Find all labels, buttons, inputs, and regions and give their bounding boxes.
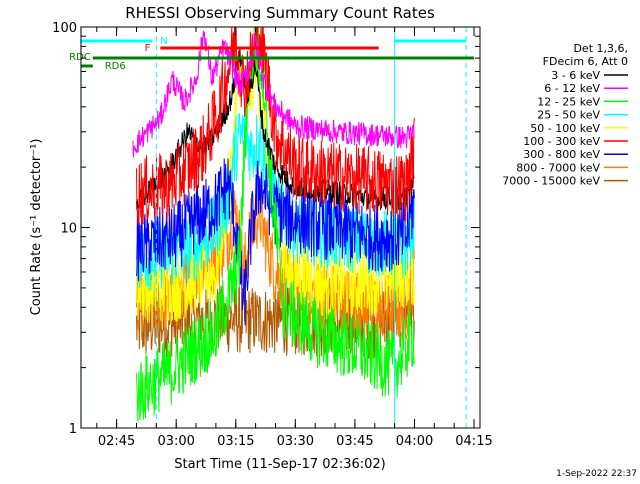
flag-label-rdc: RDC (69, 52, 91, 63)
chart-title: RHESSI Observing Summary Count Rates (125, 4, 435, 22)
x-tick-label-03-30: 03:30 (277, 434, 314, 449)
legend-label-300-800-kev: 300 - 800 keV (523, 148, 600, 161)
legend-header-decimation: FDecim 6, Att 0 (543, 55, 628, 68)
legend-label-12-25-kev: 12 - 25 keV (537, 95, 600, 108)
y-tick-label-1: 1 (69, 422, 77, 437)
flag-label-f: F (145, 43, 151, 54)
x-tick-label-04-15: 04:15 (455, 434, 492, 449)
plot-area: NF RDC RD6 (69, 26, 474, 428)
x-tick-label-04-00: 04:00 (396, 434, 433, 449)
legend-label-100-300-kev: 100 - 300 keV (523, 135, 600, 148)
y-tick-label-10: 10 (60, 222, 77, 237)
x-tick-label-03-45: 03:45 (336, 434, 373, 449)
legend-label-50-100-kev: 50 - 100 keV (530, 122, 600, 135)
x-tick-label-02-45: 02:45 (98, 434, 135, 449)
flag-label-rd6: RD6 (105, 61, 126, 72)
series-line-3-6-kev (136, 48, 415, 211)
flag-label-n: N (160, 36, 167, 47)
y-axis-label: Count Rate (s⁻¹ detector⁻¹) (29, 139, 44, 316)
y-tick-label-100: 100 (52, 21, 77, 36)
legend-header-detectors: Det 1,3,6, (573, 42, 628, 55)
legend-label-6-12-kev: 6 - 12 keV (544, 82, 600, 95)
series-line-12-25-kev (136, 26, 415, 422)
series-line-6-12-kev (132, 30, 415, 158)
legend-label-3-6-kev: 3 - 6 keV (551, 69, 600, 82)
legend-label-800-7000-kev: 800 - 7000 keV (516, 161, 600, 174)
timestamp: 1-Sep-2022 22:37 (556, 469, 637, 479)
axes: 1 10 100 02:45 03:00 03:15 03:30 03:45 04:00 04:1… (52, 21, 493, 449)
legend-label-25-50-kev: 25 - 50 keV (537, 109, 600, 122)
legend-label-7000-15000-kev: 7000 - 15000 keV (502, 175, 600, 188)
x-axis-label: Start Time (11-Sep-17 02:36:02) (174, 457, 385, 472)
x-tick-label-03-00: 03:00 (157, 434, 194, 449)
x-tick-label-03-15: 03:15 (217, 434, 254, 449)
series-line-800-7000-kev (136, 182, 415, 341)
